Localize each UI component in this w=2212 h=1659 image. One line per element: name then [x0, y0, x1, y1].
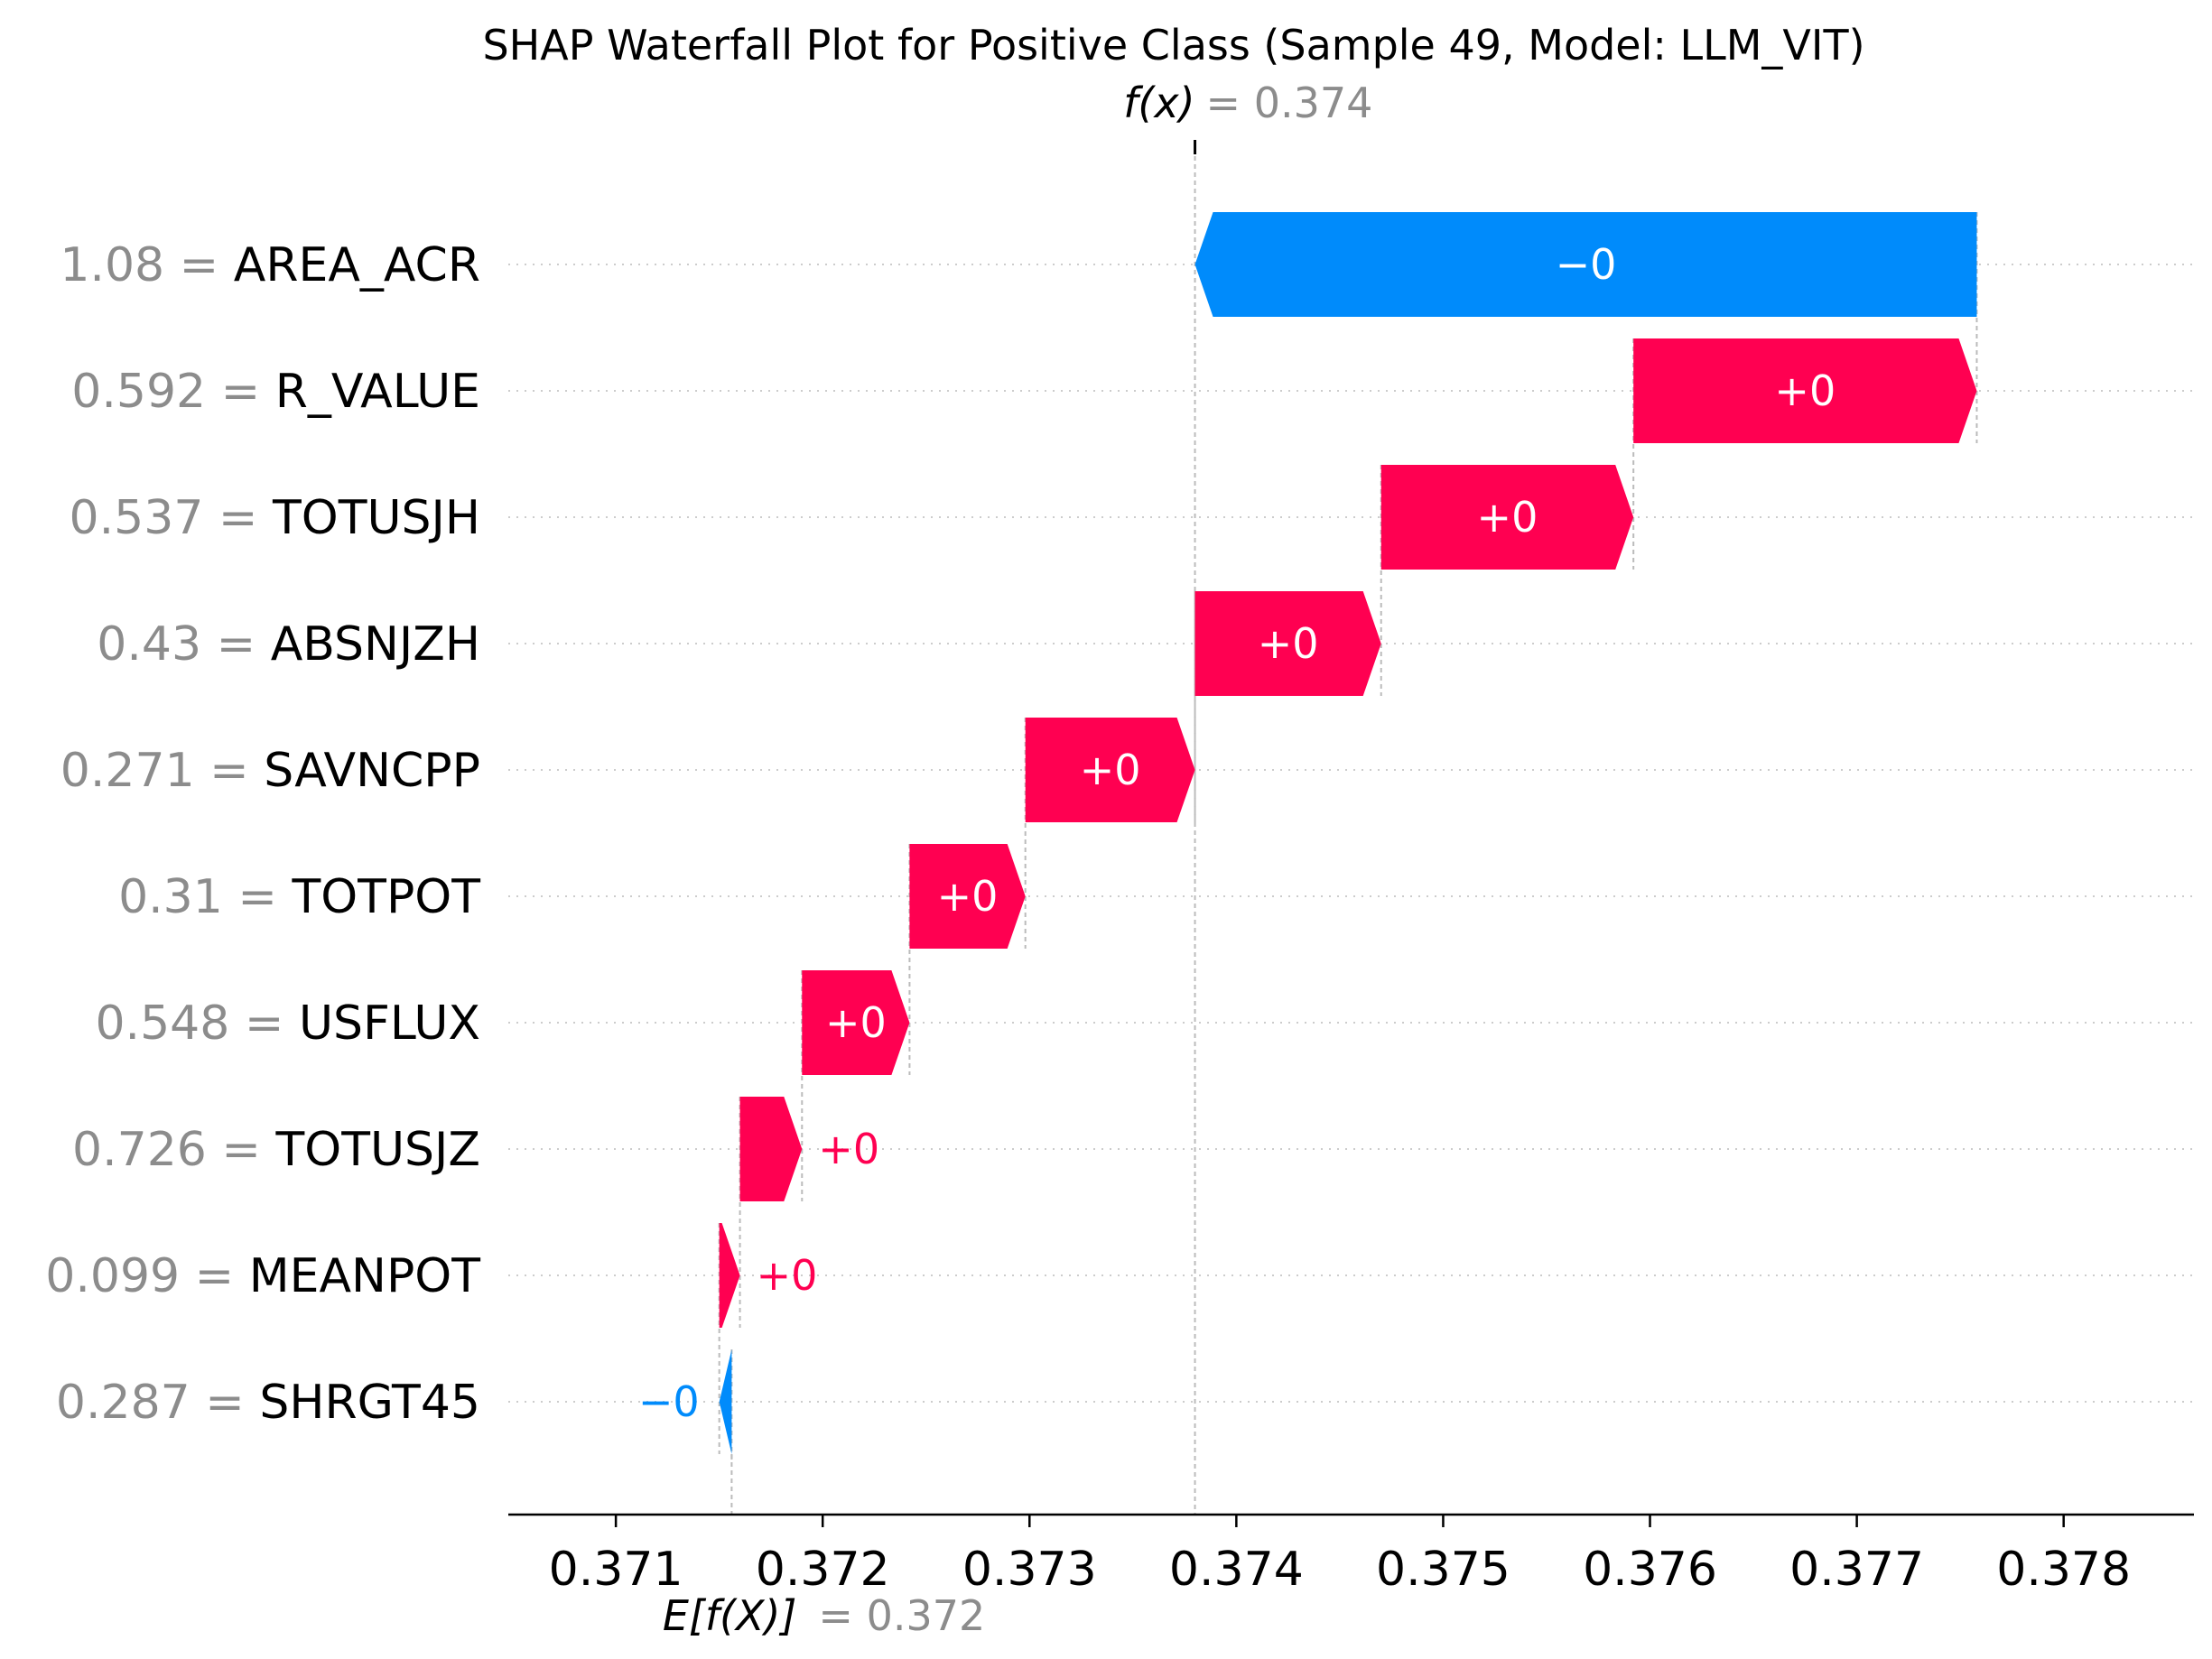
- feature-name: AREA_ACR: [234, 238, 480, 292]
- feature-name: SAVNCPP: [264, 744, 480, 798]
- bar-positive: [1025, 718, 1195, 822]
- bar-value-label: +0: [825, 998, 887, 1047]
- x-tick-label: 0.377: [1789, 1543, 1924, 1597]
- x-axis: 0.371 0.372 0.373 0.374 0.375 0.376 0.377 0.378: [508, 1513, 2194, 1597]
- feature-label: 0.548 = USFLUX: [95, 996, 480, 1051]
- feature-value: 0.592 =: [71, 365, 275, 419]
- feature-labels: 1.08 = AREA_ACR 0.592 = R_VALUE 0.537 = TO…: [45, 238, 480, 1430]
- feature-label: 0.592 = R_VALUE: [71, 365, 480, 419]
- bar-value-label: +0: [1774, 366, 1836, 415]
- x-tick-label: 0.371: [549, 1543, 683, 1597]
- feature-label: 0.726 = TOTUSJZ: [72, 1123, 480, 1177]
- feature-label: 0.099 = MEANPOT: [45, 1249, 480, 1303]
- ex-label: E[f(X)]: [663, 1591, 797, 1640]
- feature-label: 0.271 = SAVNCPP: [60, 744, 480, 798]
- bar-value-label: −0: [638, 1377, 700, 1426]
- bar-positive: [739, 1097, 803, 1201]
- fx-label: f(x): [1123, 79, 1194, 127]
- fx-annotation: f(x) = 0.374: [1123, 79, 1372, 127]
- bar-positive: [909, 844, 1026, 949]
- bar-negative: [1194, 212, 1977, 317]
- bar-positive: [719, 1223, 740, 1328]
- feature-value: 0.43 =: [97, 617, 270, 672]
- feature-name: R_VALUE: [275, 365, 480, 419]
- feature-value: 0.099 =: [45, 1249, 249, 1303]
- ex-annotation: E[f(X)] = 0.372: [663, 1591, 985, 1640]
- feature-label: 0.31 = TOTPOT: [118, 870, 480, 924]
- feature-name: SHRGT45: [259, 1376, 480, 1430]
- bar-positive: [1633, 338, 1977, 443]
- feature-label: 0.43 = ABSNJZH: [97, 617, 480, 672]
- bar-value-label: +0: [757, 1251, 818, 1300]
- feature-name: MEANPOT: [249, 1249, 480, 1303]
- feature-name: TOTUSJH: [272, 491, 480, 545]
- ex-value: = 0.372: [818, 1591, 985, 1640]
- bar-value-label: +0: [1080, 746, 1141, 794]
- feature-value: 1.08 =: [60, 238, 233, 292]
- feature-name: TOTPOT: [291, 870, 480, 924]
- bars: −0 +0 +0 +0 +0 +0 +0 +0 +0 −0: [638, 212, 1977, 1454]
- x-tick-label: 0.372: [756, 1543, 890, 1597]
- feature-value: 0.548 =: [95, 996, 299, 1051]
- feature-name: ABSNJZH: [271, 617, 480, 672]
- x-tick-label: 0.378: [1996, 1543, 2131, 1597]
- bar-positive: [802, 970, 910, 1075]
- fx-value: = 0.374: [1206, 79, 1373, 127]
- feature-value: 0.537 =: [70, 491, 274, 545]
- bar-value-label: +0: [1258, 619, 1319, 668]
- feature-label: 1.08 = AREA_ACR: [60, 238, 480, 292]
- feature-label: 0.287 = SHRGT45: [56, 1376, 480, 1430]
- feature-value: 0.726 =: [72, 1123, 276, 1177]
- bar-positive: [1380, 465, 1634, 570]
- feature-label: 0.537 = TOTUSJH: [70, 491, 480, 545]
- x-tick-label: 0.374: [1169, 1543, 1304, 1597]
- feature-value: 0.271 =: [60, 744, 265, 798]
- bar-positive: [1194, 591, 1381, 696]
- feature-value: 0.31 =: [118, 870, 292, 924]
- chart-title: SHAP Waterfall Plot for Positive Class (…: [482, 21, 1864, 70]
- bar-value-label: +0: [818, 1125, 879, 1173]
- x-tick-label: 0.373: [962, 1543, 1097, 1597]
- feature-name: TOTUSJZ: [275, 1123, 480, 1177]
- x-tick-label: 0.375: [1376, 1543, 1510, 1597]
- feature-value: 0.287 =: [56, 1376, 260, 1430]
- bar-value-label: −0: [1556, 240, 1617, 289]
- bar-negative: [719, 1349, 732, 1454]
- bar-value-label: +0: [1477, 493, 1538, 542]
- x-tick-label: 0.376: [1583, 1543, 1717, 1597]
- bar-value-label: +0: [937, 872, 999, 921]
- feature-name: USFLUX: [299, 996, 480, 1051]
